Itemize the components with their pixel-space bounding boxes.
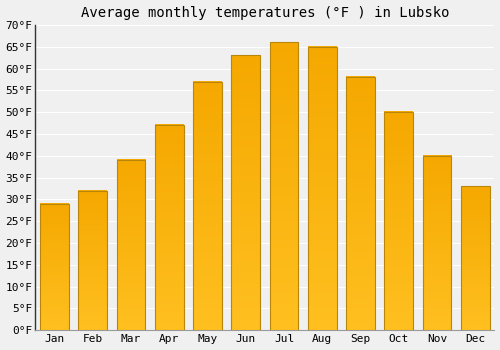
Bar <box>193 82 222 330</box>
Title: Average monthly temperatures (°F ) in Lubsko: Average monthly temperatures (°F ) in Lu… <box>80 6 449 20</box>
Bar <box>422 156 452 330</box>
Bar <box>270 42 298 330</box>
Bar <box>155 125 184 330</box>
Bar <box>116 160 146 330</box>
Bar <box>461 186 490 330</box>
Bar <box>78 191 107 330</box>
Bar <box>308 47 336 330</box>
Bar <box>40 204 69 330</box>
Bar <box>232 55 260 330</box>
Bar <box>346 77 375 330</box>
Bar <box>384 112 413 330</box>
